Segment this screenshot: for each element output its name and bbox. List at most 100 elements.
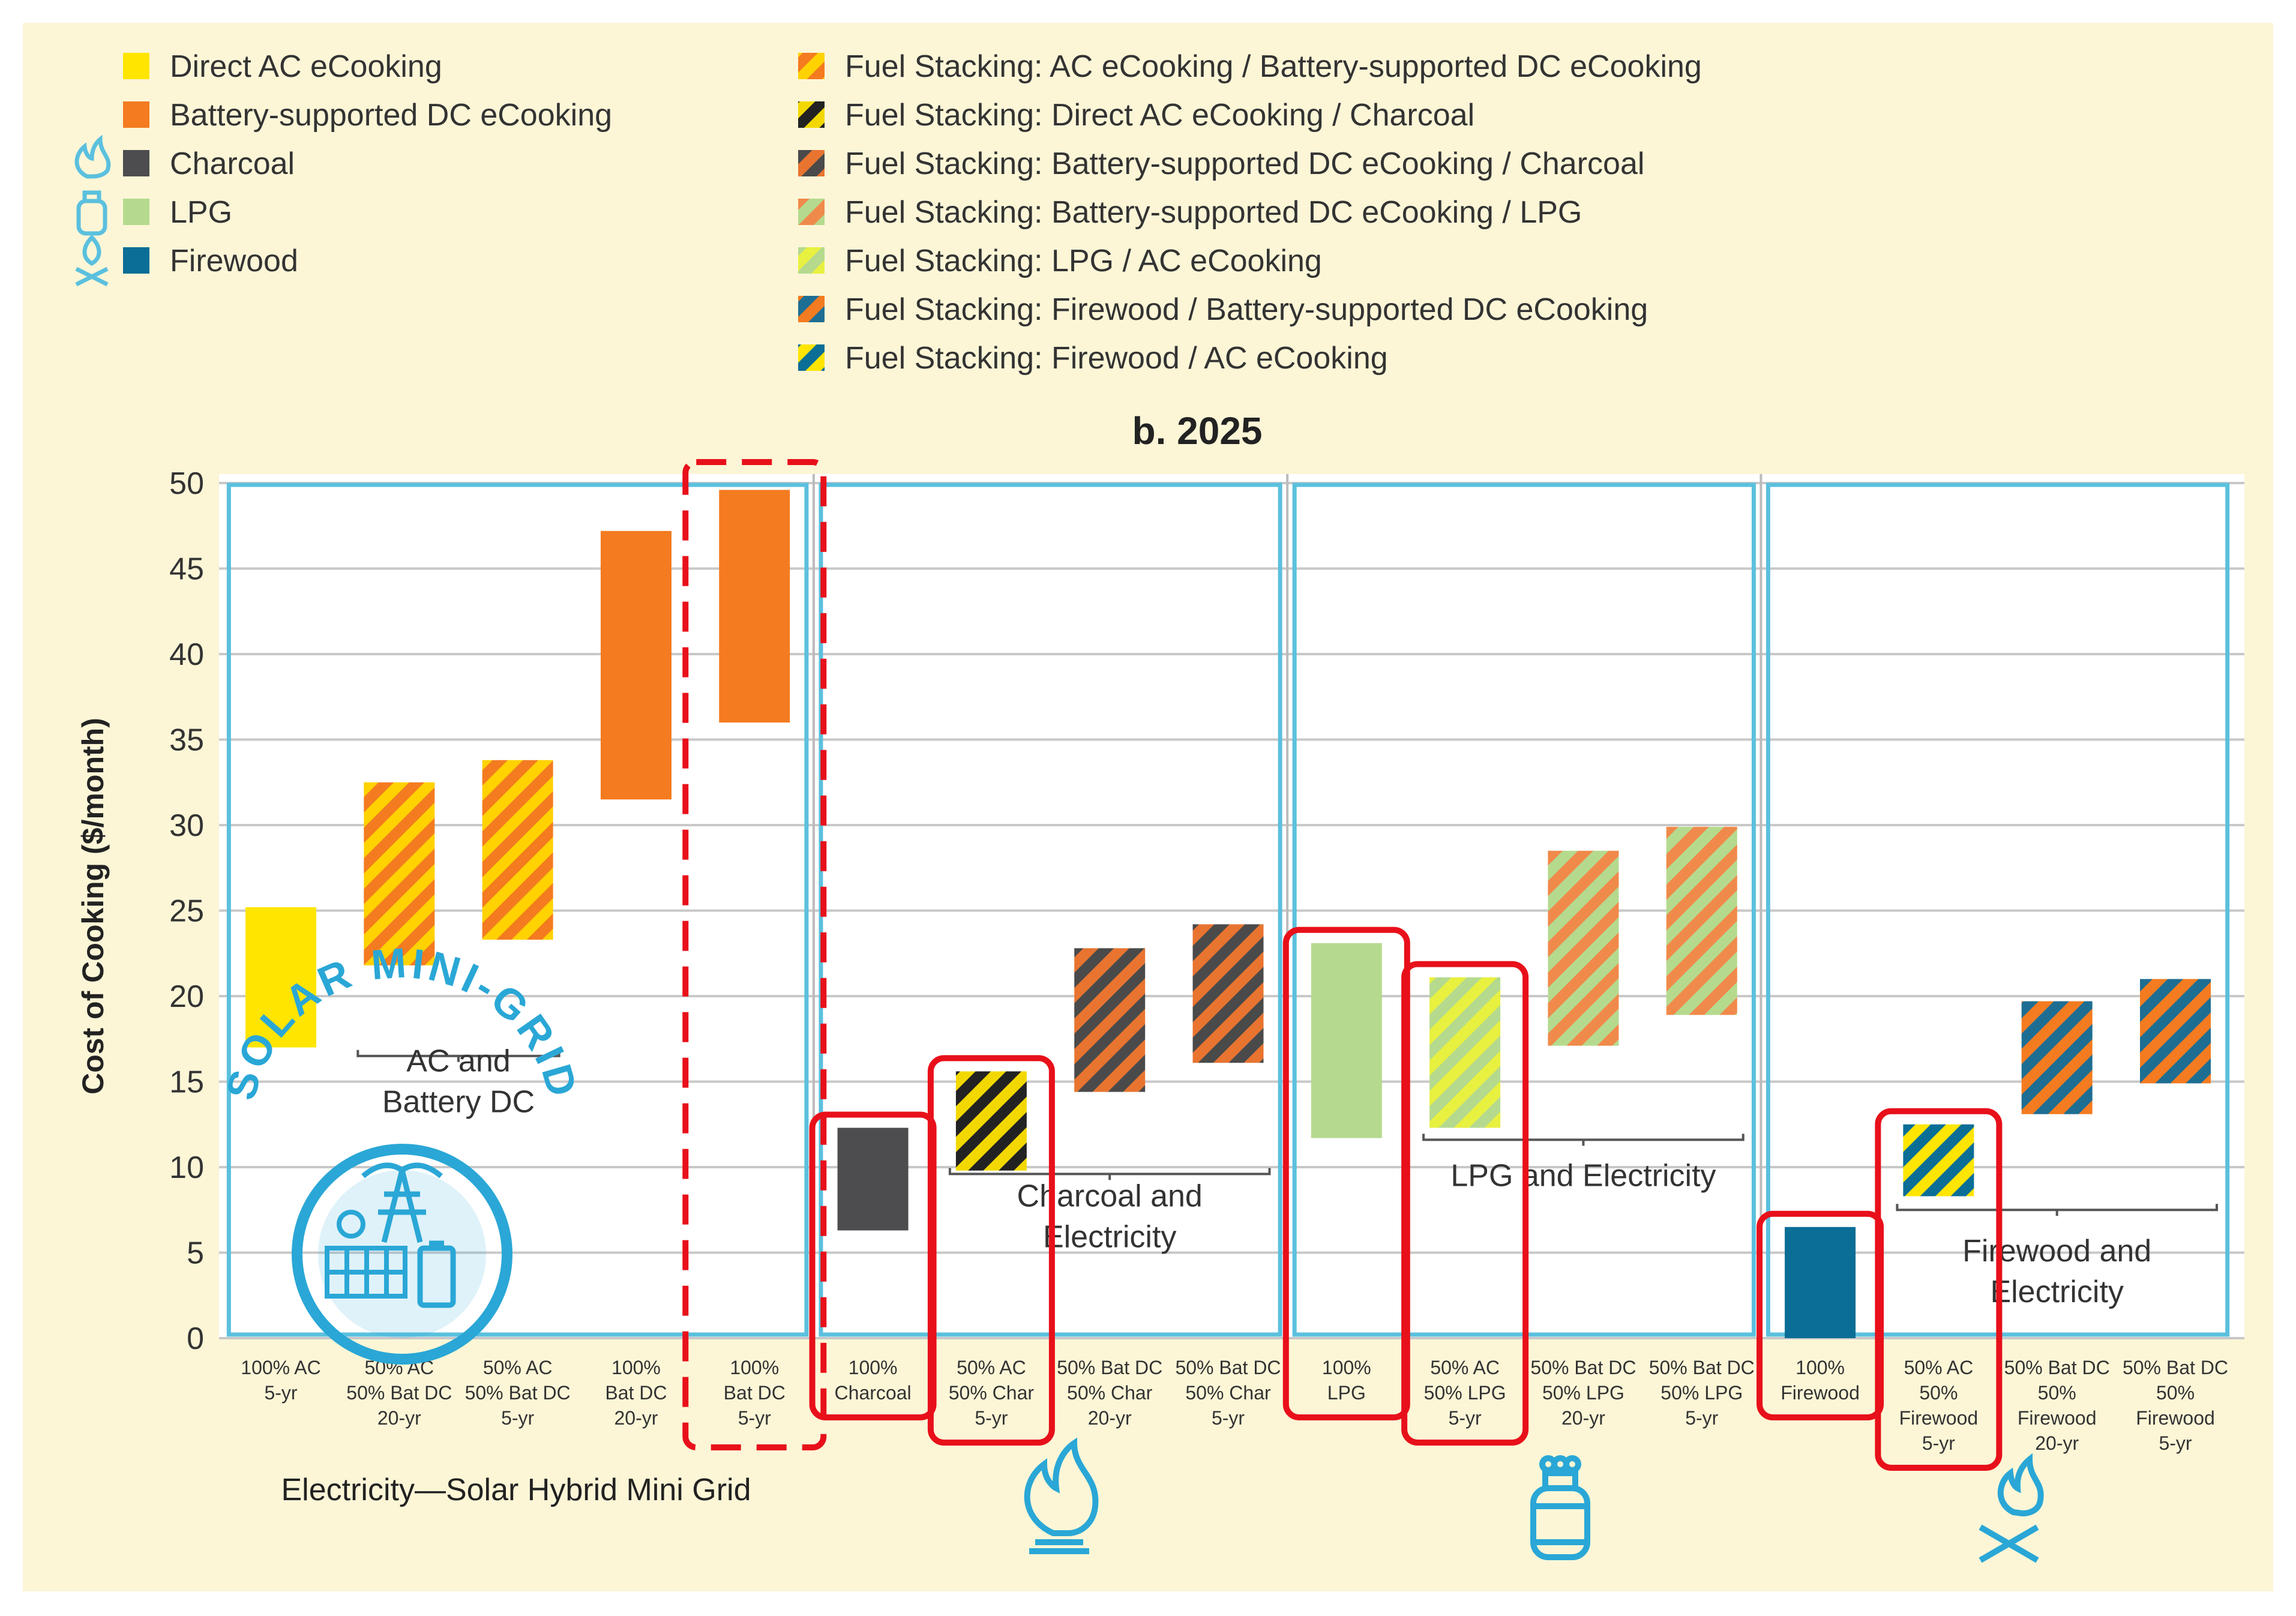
legend-right-item-label: Fuel Stacking: Battery-supported DC eCoo… (845, 195, 1582, 230)
group-label: AC and Battery DC (382, 1044, 535, 1119)
y-tick-label: 5 (187, 1236, 204, 1271)
group-bracket (1896, 1204, 2218, 1216)
y-tick-label: 30 (169, 808, 204, 843)
chart-title: b. 2025 (1132, 409, 1262, 452)
logo-outer-ring (292, 1144, 512, 1365)
campfire-icon (1979, 1453, 2044, 1563)
x-tick-label: 50% AC 50% Char 5-yr (949, 1357, 1035, 1429)
bar (364, 782, 435, 966)
legend-left-item-swatch (123, 150, 149, 176)
x-tick-label: 100% Charcoal (835, 1357, 912, 1404)
bars (245, 490, 2211, 1338)
bar (482, 760, 553, 940)
highlight-box (927, 1055, 1055, 1446)
legend-right-item-label: Fuel Stacking: AC eCooking / Battery-sup… (845, 49, 1702, 84)
gas-cylinder-icon (76, 190, 107, 236)
x-tick-label: 50% Bat DC 50% LPG 5-yr (1649, 1357, 1755, 1429)
bar (955, 1071, 1027, 1171)
legend-right-item-swatch (798, 101, 825, 128)
highlight-box-dashed (682, 459, 827, 1450)
x-tick-label: 100% Firewood (1781, 1357, 1860, 1404)
y-tick-label: 40 (169, 637, 204, 672)
y-axis-label: Cost of Cooking ($/month) (76, 718, 110, 1095)
bar (1666, 826, 1737, 1015)
x-tick-label: 50% Bat DC 50% Firewood 20-yr (2004, 1357, 2110, 1454)
legend-left-item-label: Firewood (170, 244, 298, 278)
group-label: LPG and Electricity (1450, 1158, 1716, 1193)
x-tick-label: 50% Bat DC 50% Char 20-yr (1057, 1357, 1162, 1429)
legend-right-item-label: Fuel Stacking: Direct AC eCooking / Char… (845, 98, 1474, 133)
legend-right: Fuel Stacking: AC eCooking / Battery-sup… (798, 49, 1702, 376)
legend-right-item-swatch (798, 53, 825, 79)
legend-left-item-label: LPG (170, 195, 232, 230)
x-tick-label: 50% Bat DC 50% Firewood 5-yr (2123, 1357, 2228, 1454)
highlight-box (1875, 1108, 2003, 1471)
legend-left-item-label: Charcoal (170, 146, 295, 181)
bar (600, 530, 672, 800)
legend-left-item-swatch (123, 101, 149, 128)
bar (1192, 924, 1264, 1063)
bar (1548, 850, 1619, 1046)
bar (837, 1128, 909, 1231)
bar (1903, 1124, 1974, 1197)
y-tick-labels: 0 5 10 15 20 25 30 35 40 45 50 (169, 466, 204, 1356)
x-tick-label: 100% Bat DC 20-yr (605, 1357, 667, 1429)
y-tick-label: 50 (169, 466, 204, 501)
legend-right-item-swatch (798, 247, 825, 274)
x-tick-label: 50% Bat DC 50% Char 5-yr (1175, 1357, 1281, 1429)
solar-panel-icon (325, 1246, 407, 1299)
bar (1311, 943, 1382, 1138)
legend-left: Direct AC eCooking Battery-supported DC e… (74, 49, 612, 287)
highlight-boxes (682, 459, 2003, 1471)
legend-right-item-swatch (798, 344, 825, 371)
bar (719, 490, 790, 722)
bar (1074, 948, 1146, 1092)
x-tick-label: 50% AC 50% Firewood 5-yr (1899, 1357, 1979, 1454)
x-tick-label: 50% Bat DC 50% LPG 20-yr (1530, 1357, 1636, 1429)
battery-icon (417, 1240, 456, 1308)
bar (2021, 1001, 2093, 1114)
x-tick-label: 100% Bat DC 5-yr (724, 1357, 786, 1429)
y-tick-label: 20 (169, 979, 204, 1014)
group-bracket (1422, 1134, 1745, 1146)
legend-left-item-label: Direct AC eCooking (170, 49, 442, 84)
bar (245, 907, 316, 1048)
x-tick-label: 100% LPG (1322, 1357, 1371, 1404)
x-tick-label: 50% AC 50% Bat DC 5-yr (465, 1357, 571, 1429)
y-tick-label: 35 (169, 723, 204, 758)
campfire-icon (75, 235, 109, 287)
y-tick-label: 15 (169, 1065, 204, 1100)
y-tick-label: 25 (169, 894, 204, 929)
y-tick-label: 0 (187, 1321, 204, 1356)
legend-right-item-swatch (798, 296, 825, 322)
group-bracket (948, 1168, 1271, 1180)
legend-left-item-swatch (123, 199, 149, 225)
legend-right-item-label: Fuel Stacking: Firewood / AC eCooking (845, 341, 1388, 376)
y-tick-label: 10 (169, 1150, 204, 1185)
flame-icon (1024, 1437, 1099, 1554)
bar (2140, 979, 2211, 1084)
footer-label: Electricity—Solar Hybrid Mini Grid (281, 1473, 751, 1507)
y-tick-label: 45 (169, 552, 204, 587)
sun-icon (337, 1210, 365, 1239)
x-tick-label: 100% AC 5-yr (241, 1357, 320, 1404)
legend-left-item-swatch (123, 247, 149, 274)
x-tick-label: 50% AC 50% LPG 5-yr (1424, 1357, 1506, 1429)
bar (1429, 977, 1501, 1128)
transmission-tower-icon (361, 1162, 443, 1243)
legend-left-item-label: Battery-supported DC eCooking (170, 98, 612, 133)
legend-left-item-swatch (123, 53, 149, 79)
legend-right-item-label: Fuel Stacking: Battery-supported DC eCoo… (845, 146, 1644, 181)
legend-right-item-swatch (798, 150, 825, 176)
legend-right-item-label: Fuel Stacking: LPG / AC eCooking (845, 244, 1322, 278)
group-brackets: AC and Battery DC Charcoal and Electricity L… (356, 1044, 2218, 1309)
gas-cylinder-icon (1530, 1455, 1590, 1560)
group-label: Charcoal and Electricity (1017, 1179, 1203, 1255)
group-bracket (356, 1050, 560, 1062)
legend-right-item-swatch (798, 199, 825, 225)
highlight-box (1401, 961, 1529, 1446)
legend-right-item-label: Fuel Stacking: Firewood / Battery-suppor… (845, 292, 1648, 327)
